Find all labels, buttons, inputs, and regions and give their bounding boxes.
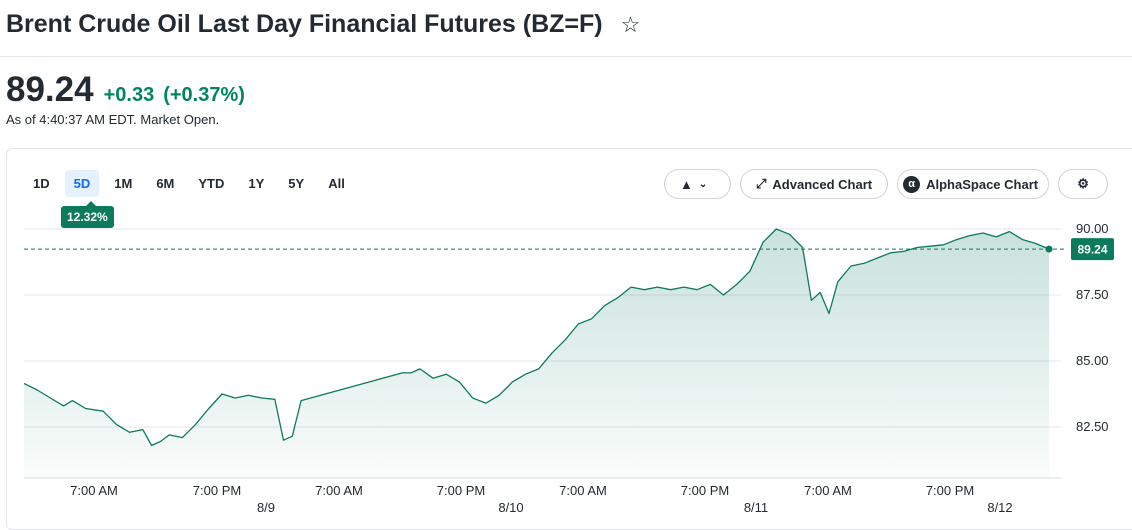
range-5d[interactable]: 5D [64, 170, 100, 197]
range-selector: 1D 5D 1M 6M YTD 1Y 5Y All [24, 170, 354, 197]
last-price-badge [1071, 238, 1114, 261]
y-tick-label: 82.50 [1076, 419, 1109, 434]
header: Brent Crude Oil Last Day Financial Futur… [6, 10, 640, 39]
x-date-label: 8/9 [257, 500, 275, 515]
quote-summary: 89.24 +0.33 (+0.37%) [6, 70, 245, 110]
x-date-label: 8/11 [744, 500, 768, 515]
x-tick-label: 7:00 PM [681, 483, 729, 498]
chevron-down-icon: ⌄ [698, 178, 708, 190]
chart-toolbar: ▲ ⌄ ⤢ Advanced Chart α AlphaSpace Chart … [664, 169, 1109, 199]
star-icon[interactable]: ☆ [620, 11, 641, 37]
x-tick-label: 7:00 AM [315, 483, 363, 498]
price-change: +0.33 [103, 84, 155, 106]
x-date-label: 8/10 [498, 500, 523, 515]
x-tick-label: 7:00 PM [193, 483, 241, 498]
price-chart[interactable]: 82.50 85.00 87.50 90.00 89.24 7:00 AM 7:00 PM 7… [0, 0, 1132, 517]
settings-button[interactable]: ⚙ [1058, 169, 1109, 199]
last-price-dot [1045, 245, 1053, 253]
x-date-label: 8/12 [987, 500, 1012, 515]
x-tick-label: 7:00 AM [70, 483, 118, 498]
quote-timestamp: As of 4:40:37 AM EDT. Market Open. [6, 112, 220, 127]
chart-type-button[interactable]: ▲ ⌄ [664, 169, 731, 199]
alphaspace-icon: α [903, 175, 921, 193]
x-tick-label: 7:00 PM [926, 483, 974, 498]
price-line [23, 228, 1050, 447]
mountain-chart-icon: ▲ [680, 176, 693, 192]
range-6m[interactable]: 6M [156, 176, 175, 191]
advanced-chart-label: Advanced Chart [772, 176, 873, 192]
alphaspace-chart-button[interactable]: α AlphaSpace Chart [897, 169, 1050, 199]
page-title: Brent Crude Oil Last Day Financial Futur… [6, 10, 603, 38]
header-divider [0, 56, 1132, 57]
price-change-percent: (+0.37%) [163, 84, 245, 106]
gear-icon: ⚙ [1077, 176, 1089, 191]
x-tick-label: 7:00 PM [437, 483, 485, 498]
x-tick-label: 7:00 AM [559, 483, 607, 498]
y-tick-label: 90.00 [1076, 221, 1109, 236]
range-1y[interactable]: 1Y [248, 176, 265, 191]
expand-icon: ⤢ [756, 176, 767, 191]
alphaspace-chart-label: AlphaSpace Chart [926, 176, 1039, 192]
last-price-label: 89.24 [1077, 243, 1107, 257]
range-1d[interactable]: 1D [33, 176, 50, 191]
range-all[interactable]: All [328, 176, 345, 191]
price-area [24, 229, 1049, 478]
range-5y[interactable]: 5Y [288, 176, 305, 191]
range-1m[interactable]: 1M [114, 176, 133, 191]
x-tick-label: 7:00 AM [804, 483, 852, 498]
current-price: 89.24 [6, 70, 94, 109]
range-performance-badge: 12.32% [61, 201, 114, 228]
y-tick-label: 87.50 [1076, 287, 1109, 302]
range-ytd[interactable]: YTD [198, 176, 225, 191]
y-tick-label: 85.00 [1076, 353, 1109, 368]
advanced-chart-button[interactable]: ⤢ Advanced Chart [740, 169, 889, 199]
